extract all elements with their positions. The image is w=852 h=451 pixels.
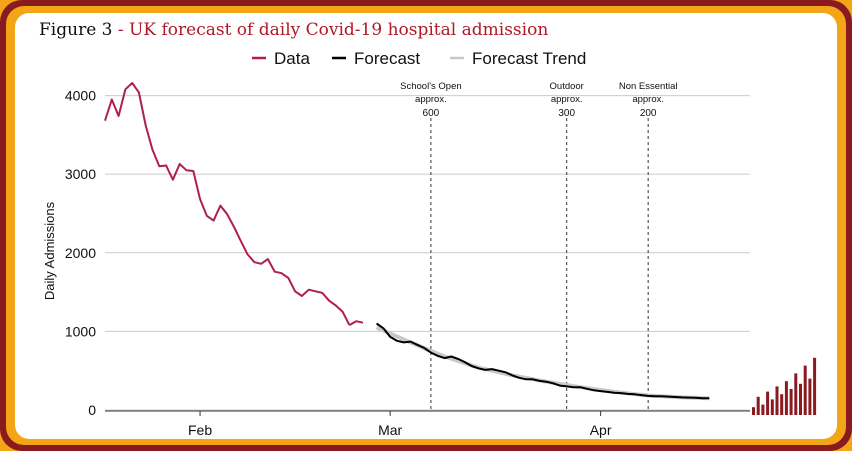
y-tick-label-2000: 2000 [65, 245, 96, 261]
x-tick-label-apr: Apr [590, 422, 612, 438]
figure-title-text: UK forecast of daily Covid-19 hospital a… [129, 20, 549, 40]
annotation-value-0: 600 [423, 108, 440, 119]
logo-bar-5 [775, 386, 779, 415]
logo-bar-3 [766, 391, 770, 415]
figure-panel: Figure 3 - UK forecast of daily Covid-19… [15, 13, 837, 439]
logo-bar-4 [770, 399, 774, 415]
annotation-approx-1: approx. [551, 94, 583, 105]
y-tick-label-0: 0 [88, 402, 96, 418]
logo-bar-7 [784, 381, 788, 415]
annotation-value-1: 300 [558, 108, 575, 119]
logo-bar-9 [794, 373, 798, 415]
annotation-approx-2: approx. [632, 94, 664, 105]
figure-separator: - [112, 20, 130, 40]
y-tick-label-4000: 4000 [65, 88, 96, 104]
series-line-forecast [376, 322, 710, 400]
legend-label-2: Forecast Trend [472, 49, 586, 68]
y-tick-label-1000: 1000 [65, 323, 96, 339]
logo-bar-1 [756, 396, 760, 415]
annotation-title-2: Non Essential [619, 81, 678, 92]
logo-bar-8 [789, 389, 793, 415]
legend-label-0: Data [274, 49, 310, 68]
x-tick-label-mar: Mar [378, 422, 402, 438]
series-line-data [104, 82, 351, 326]
y-axis-title: Daily Admissions [42, 201, 57, 300]
x-tick-label-feb: Feb [188, 422, 212, 438]
annotation-title-0: School's Open [400, 81, 462, 92]
annotation-approx-0: approx. [415, 94, 447, 105]
figure-title: Figure 3 - UK forecast of daily Covid-19… [39, 20, 548, 40]
logo-bar-12 [808, 378, 812, 415]
y-tick-label-3000: 3000 [65, 166, 96, 182]
logo-bar-13 [813, 357, 817, 415]
logo-bar-2 [761, 404, 765, 415]
series-line-data-tail [348, 320, 364, 326]
logo-bar-6 [780, 394, 784, 415]
logo-bar-0 [752, 407, 755, 415]
logo-bar-11 [803, 365, 807, 415]
figure-label: Figure 3 [39, 20, 113, 40]
series-line-forecast-trend [375, 325, 710, 401]
logo-bar-10 [799, 383, 802, 415]
annotation-title-1: Outdoor [550, 81, 584, 92]
annotation-value-2: 200 [640, 108, 657, 119]
legend-label-1: Forecast [354, 49, 420, 68]
